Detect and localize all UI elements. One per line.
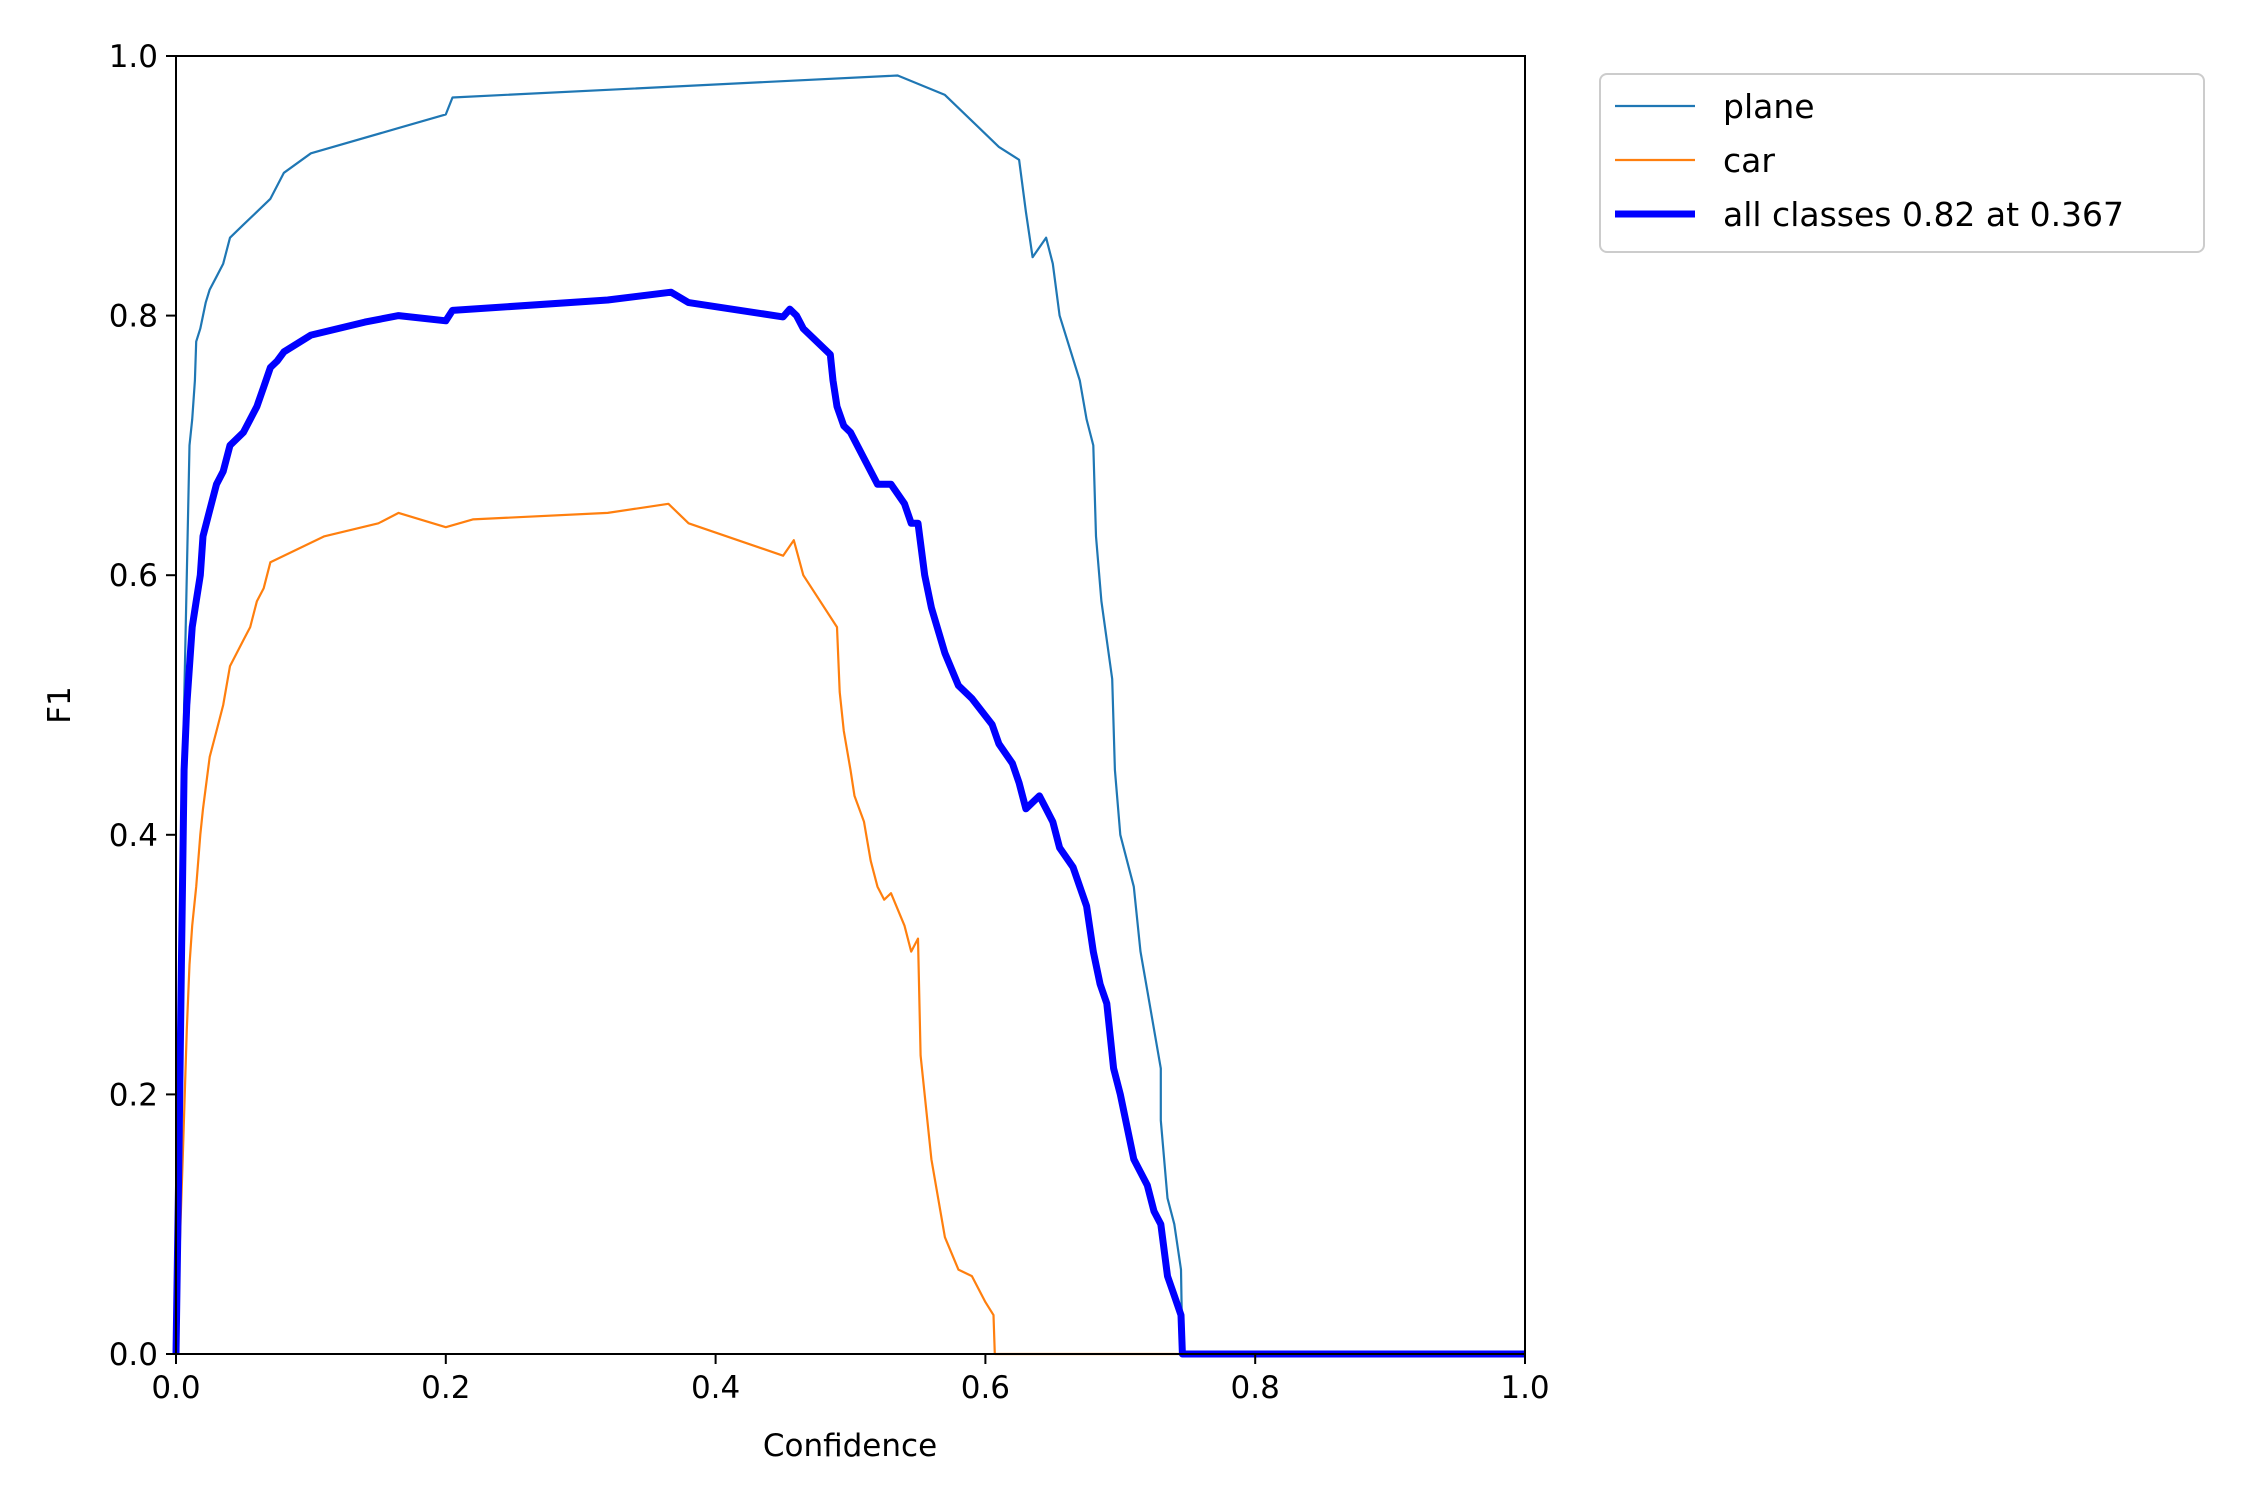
legend-label-car: car [1723, 141, 1775, 180]
plot-frame [175, 55, 1526, 1355]
legend: plane car all classes 0.82 at 0.367 [1599, 73, 2205, 253]
legend-box [1599, 73, 2205, 253]
x-tick-label: 0.0 [151, 1370, 200, 1406]
y-tick-label: 0.8 [109, 299, 158, 335]
x-axis-ticks: 0.0 0.2 0.4 0.6 0.8 1.0 [151, 1354, 1550, 1406]
series-layer [172, 74, 1525, 1358]
y-tick-label: 0.2 [109, 1077, 158, 1113]
x-tick-label: 0.4 [691, 1370, 740, 1406]
y-tick-label: 0.4 [109, 818, 158, 854]
y-tick-label: 0.0 [109, 1337, 158, 1373]
x-tick-label: 0.6 [961, 1370, 1010, 1406]
series-line-all [172, 288, 1525, 1358]
x-axis-label: Confidence [763, 1428, 937, 1464]
legend-label-all: all classes 0.82 at 0.367 [1723, 195, 2124, 234]
x-tick-label: 0.8 [1231, 1370, 1280, 1406]
legend-items: plane car all classes 0.82 at 0.367 [1615, 87, 2124, 234]
y-axis-label: F1 [42, 686, 78, 724]
y-tick-label: 1.0 [109, 39, 158, 75]
x-tick-label: 0.2 [421, 1370, 470, 1406]
y-tick-label: 0.6 [109, 558, 158, 594]
x-tick-label: 1.0 [1500, 1370, 1549, 1406]
series-line-car [174, 502, 1525, 1356]
series-line-plane [174, 74, 1525, 1356]
legend-label-plane: plane [1723, 87, 1815, 126]
y-axis-ticks: 0.0 0.2 0.4 0.6 0.8 1.0 [109, 39, 176, 1373]
